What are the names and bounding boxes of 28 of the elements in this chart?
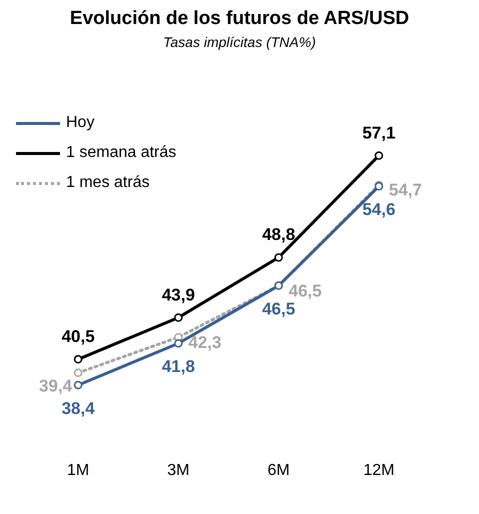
legend-label: 1 mes atrás: [66, 174, 150, 192]
data-label: 40,5: [62, 326, 95, 346]
chart-subtitle: Tasas implícitas (TNA%): [162, 34, 317, 50]
data-label: 43,9: [162, 285, 195, 304]
data-label: 38,4: [62, 398, 96, 418]
point: [274, 253, 283, 262]
point: [374, 151, 384, 160]
data-label: 39,4: [39, 376, 73, 396]
point: [174, 339, 183, 348]
data-label: 54,6: [362, 200, 396, 219]
x-tick-label: 6M: [268, 462, 290, 479]
chart-title: Evolución de los futuros de ARS/USD: [68, 8, 410, 30]
point: [74, 380, 82, 390]
data-label: 48,8: [262, 225, 296, 244]
data-label: 57,1: [362, 123, 396, 142]
data-label: 54,7: [388, 180, 422, 200]
data-label: 46,5: [288, 281, 322, 300]
x-tick-label: 3M: [167, 462, 190, 479]
point: [174, 313, 183, 322]
data-label: 41,8: [162, 357, 195, 376]
legend-label: 1 semana atrás: [66, 144, 176, 162]
data-label: 42,3: [188, 332, 222, 352]
x-tick-label: 1M: [67, 462, 90, 479]
point: [74, 355, 82, 364]
point: [74, 368, 82, 378]
legend-label: Hoy: [66, 114, 94, 132]
data-label: 46,5: [262, 299, 296, 318]
x-tick-label: 12M: [363, 462, 394, 479]
